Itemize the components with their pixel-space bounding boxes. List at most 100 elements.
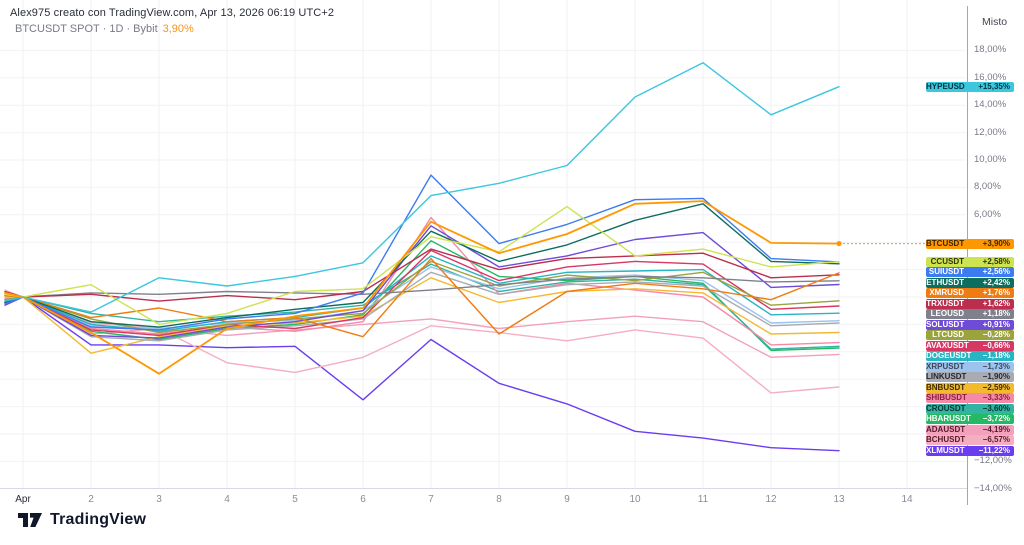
- series-line-SOLUSDT[interactable]: [4, 225, 840, 339]
- series-badge-XRPUSDT[interactable]: XRPUSDT −1,73%: [926, 361, 1014, 372]
- series-line-BTCUSDT[interactable]: [4, 200, 840, 375]
- series-badge-name: ETHUSDT: [926, 277, 964, 287]
- series-badge-SOLUSDT[interactable]: SOLUSDT +0,91%: [926, 319, 1014, 330]
- series-badge-change: −0,66%: [982, 340, 1010, 350]
- series-badge-CROUSDT[interactable]: CROUSDT −3,60%: [926, 403, 1014, 414]
- series-line-AVAXUSDT[interactable]: [4, 249, 840, 337]
- series-line-HBARUSDT[interactable]: [4, 240, 840, 352]
- series-badge-change: +2,42%: [982, 277, 1010, 287]
- series-badge-ADAUSDT[interactable]: ADAUSDT −4,19%: [926, 424, 1014, 435]
- series-badge-change: −1,18%: [982, 351, 1010, 361]
- series-badge-name: LEOUSD: [930, 309, 964, 319]
- series-badge-name: BNBUSDT: [926, 382, 966, 392]
- series-badge-change: +0,91%: [982, 319, 1010, 329]
- series-badge-SHIBUSDT[interactable]: SHIBUSDT −3,33%: [926, 393, 1014, 404]
- series-badge-LINKUSDT[interactable]: LINKUSDT −1,90%: [926, 372, 1014, 383]
- time-scale-border: [0, 488, 968, 489]
- tradingview-logo-icon: [18, 512, 42, 527]
- main-symbol-last-point: [836, 240, 842, 247]
- tradingview-logo[interactable]: TradingView: [18, 511, 146, 529]
- series-badge-change: +15,35%: [978, 81, 1010, 91]
- price-tick-label: 6,00%: [974, 208, 1001, 220]
- series-badge-CCUSDT[interactable]: CCUSDT +2,58%: [926, 256, 1014, 267]
- price-tick-label: −14,00%: [974, 482, 1012, 494]
- series-badge-BTCUSDT[interactable]: BTCUSDT +3,90%: [926, 238, 1014, 249]
- symbol-change-value: 3,90%: [162, 23, 194, 35]
- series-badge-AVAXUSDT[interactable]: AVAXUSDT −0,66%: [926, 340, 1014, 351]
- series-badge-name: DOGEUSDT: [926, 351, 972, 361]
- series-badge-name: BTCUSDT: [926, 238, 965, 248]
- series-badge-name: XMRUSD: [929, 288, 964, 298]
- price-tick-label: 12,00%: [974, 126, 1007, 138]
- series-line-SUIUSDT[interactable]: [4, 174, 840, 331]
- series-line-ETHUSDT[interactable]: [4, 203, 840, 328]
- series-badge-BCHUSDT[interactable]: BCHUSDT −6,57%: [926, 435, 1014, 446]
- series-badge-change: −11,22%: [978, 445, 1010, 455]
- series-line-CCUSDT[interactable]: [4, 205, 840, 326]
- series-badge-change: −3,60%: [982, 403, 1010, 413]
- time-tick-label: 9: [564, 494, 570, 505]
- series-line-XMRUSD[interactable]: [4, 257, 840, 338]
- series-badge-change: +1,62%: [982, 298, 1010, 308]
- series-badge-name: TRXUSDT: [926, 298, 964, 308]
- series-badge-change: +1,76%: [982, 288, 1010, 298]
- series-badge-LEOUSD[interactable]: LEOUSD +1,18%: [926, 309, 1014, 320]
- time-tick-label: 2: [88, 494, 94, 505]
- price-tick-label: −12,00%: [974, 455, 1012, 467]
- series-badge-name: BCHUSDT: [926, 435, 966, 445]
- series-badge-HBARUSDT[interactable]: HBARUSDT −3,72%: [926, 414, 1014, 425]
- series-badge-BNBUSDT[interactable]: BNBUSDT −2,59%: [926, 382, 1014, 393]
- series-badge-name: LINKUSDT: [926, 372, 967, 382]
- series-badge-name: HYPEUSD: [926, 81, 965, 91]
- series-badge-HYPEUSD[interactable]: HYPEUSD +15,35%: [926, 81, 1014, 92]
- series-line-BCHUSDT[interactable]: [4, 289, 840, 394]
- series-badge-TRXUSDT[interactable]: TRXUSDT +1,62%: [926, 298, 1014, 309]
- series-badge-name: SOLUSDT: [926, 319, 965, 329]
- price-scale-mode-label[interactable]: Misto: [982, 16, 1008, 28]
- symbol-description: BTCUSDT SPOT · 1D · Bybit: [15, 23, 158, 35]
- series-badge-change: −3,33%: [982, 393, 1010, 403]
- series-line-HYPEUSD[interactable]: [4, 62, 840, 313]
- series-line-LINKUSDT[interactable]: [4, 271, 840, 342]
- series-badge-change: −6,57%: [982, 435, 1010, 445]
- series-badge-change: −1,90%: [982, 372, 1010, 382]
- time-tick-label: Apr: [15, 494, 31, 505]
- series-badge-SUIUSDT[interactable]: SUIUSDT +2,56%: [926, 267, 1014, 278]
- series-line-BNBUSDT[interactable]: [4, 277, 840, 354]
- series-badge-name: CROUSDT: [926, 403, 966, 413]
- time-tick-label: 5: [292, 494, 298, 505]
- series-badge-ETHUSDT[interactable]: ETHUSDT +2,42%: [926, 277, 1014, 288]
- time-tick-label: 8: [496, 494, 502, 505]
- series-badge-change: −4,19%: [982, 424, 1010, 434]
- time-tick-label: 3: [156, 494, 162, 505]
- series-line-TRXUSDT[interactable]: [4, 248, 840, 302]
- series-badge-XLMUSDT[interactable]: XLMUSDT −11,22%: [926, 445, 1014, 456]
- series-badge-name: XRPUSDT: [926, 361, 965, 371]
- time-tick-label: 6: [360, 494, 366, 505]
- series-line-LEOUSD[interactable]: [4, 275, 840, 298]
- time-tick-label: 14: [901, 494, 913, 505]
- series-badge-change: +1,18%: [982, 309, 1010, 319]
- series-badge-DOGEUSDT[interactable]: DOGEUSDT −1,18%: [926, 351, 1014, 362]
- series-badge-name: AVAXUSDT: [926, 340, 969, 350]
- series-badge-name: SHIBUSDT: [926, 393, 967, 403]
- series-badge-change: −0,28%: [982, 330, 1010, 340]
- price-tick-label: 10,00%: [974, 154, 1007, 165]
- series-badge-change: +2,56%: [982, 267, 1010, 277]
- series-badge-XMRUSD[interactable]: XMRUSD +1,76%: [926, 288, 1014, 299]
- time-tick-label: 12: [765, 494, 777, 505]
- series-badge-LTCUSD[interactable]: LTCUSD −0,28%: [926, 330, 1014, 341]
- time-tick-label: 10: [629, 494, 641, 505]
- series-line-XLMUSDT[interactable]: [4, 296, 840, 452]
- series-badge-change: −2,59%: [982, 382, 1010, 392]
- attribution-text: Alex975 creato con TradingView.com, Apr …: [10, 7, 335, 19]
- series-badge-change: −1,73%: [982, 361, 1010, 371]
- symbol-legend[interactable]: BTCUSDT SPOT · 1D · Bybit 3,90%: [15, 23, 194, 35]
- time-tick-label: 11: [697, 494, 709, 505]
- series-badge-name: LTCUSD: [932, 330, 964, 340]
- time-tick-label: 4: [224, 494, 230, 505]
- series-line-LTCUSD[interactable]: [4, 260, 840, 334]
- series-line-DOGEUSDT[interactable]: [4, 255, 840, 332]
